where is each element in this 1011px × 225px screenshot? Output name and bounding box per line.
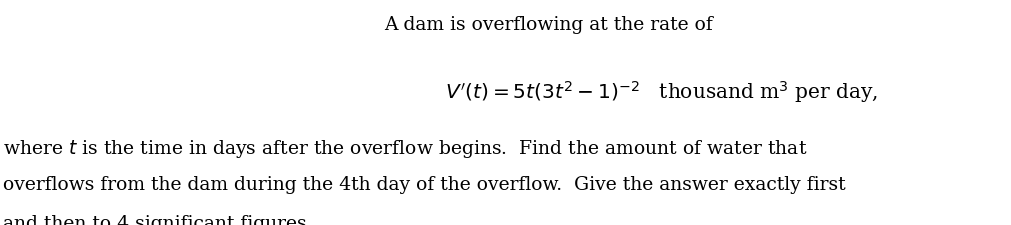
Text: where $t$ is the time in days after the overflow begins.  Find the amount of wat: where $t$ is the time in days after the … xyxy=(3,137,807,159)
Text: and then to 4 significant figures.: and then to 4 significant figures. xyxy=(3,214,312,225)
Text: overflows from the dam during the 4th day of the overflow.  Give the answer exac: overflows from the dam during the 4th da… xyxy=(3,176,845,194)
Text: $V'(t) = 5t(3t^2 - 1)^{-2}$   thousand m$^3$ per day,: $V'(t) = 5t(3t^2 - 1)^{-2}$ thousand m$^… xyxy=(445,79,878,105)
Text: A dam is overflowing at the rate of: A dam is overflowing at the rate of xyxy=(384,16,713,34)
